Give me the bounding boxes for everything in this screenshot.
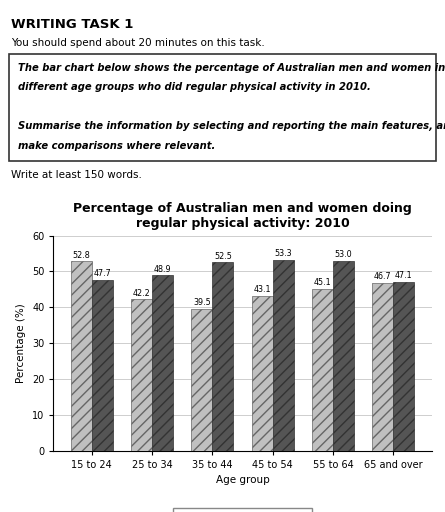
Text: different age groups who did regular physical activity in 2010.: different age groups who did regular phy… [18, 82, 371, 93]
Bar [251, 296, 273, 451]
Text: 53.0: 53.0 [335, 250, 352, 259]
Text: 48.9: 48.9 [154, 265, 171, 273]
Bar [191, 309, 212, 451]
Y-axis label: Percentage (%): Percentage (%) [16, 303, 26, 383]
Text: 46.7: 46.7 [374, 272, 392, 282]
Bar [372, 283, 393, 451]
Text: You should spend about 20 minutes on this task.: You should spend about 20 minutes on thi… [11, 38, 265, 49]
Bar [393, 282, 414, 451]
Bar [71, 261, 92, 451]
Text: 53.3: 53.3 [275, 249, 292, 258]
Bar [333, 261, 354, 451]
Bar [273, 260, 294, 451]
Text: Write at least 150 words.: Write at least 150 words. [11, 170, 142, 180]
Text: 45.1: 45.1 [314, 278, 331, 287]
Bar [152, 275, 173, 451]
Text: 47.7: 47.7 [93, 269, 111, 278]
Text: 42.2: 42.2 [133, 289, 150, 297]
X-axis label: Age group: Age group [216, 475, 269, 485]
Text: 47.1: 47.1 [395, 271, 413, 280]
Text: 43.1: 43.1 [253, 285, 271, 294]
Text: 52.5: 52.5 [214, 251, 232, 261]
Text: 39.5: 39.5 [193, 298, 210, 307]
Bar [312, 289, 333, 451]
Text: The bar chart below shows the percentage of Australian men and women in: The bar chart below shows the percentage… [18, 63, 445, 73]
Text: make comparisons where relevant.: make comparisons where relevant. [18, 141, 215, 151]
Bar [212, 262, 234, 451]
Bar [131, 300, 152, 451]
Text: Summarise the information by selecting and reporting the main features, and: Summarise the information by selecting a… [18, 121, 445, 132]
Title: Percentage of Australian men and women doing
regular physical activity: 2010: Percentage of Australian men and women d… [73, 202, 412, 230]
Bar [92, 280, 113, 451]
Text: WRITING TASK 1: WRITING TASK 1 [11, 18, 134, 31]
Text: 52.8: 52.8 [72, 250, 90, 260]
Legend: Male, Female: Male, Female [173, 508, 312, 512]
